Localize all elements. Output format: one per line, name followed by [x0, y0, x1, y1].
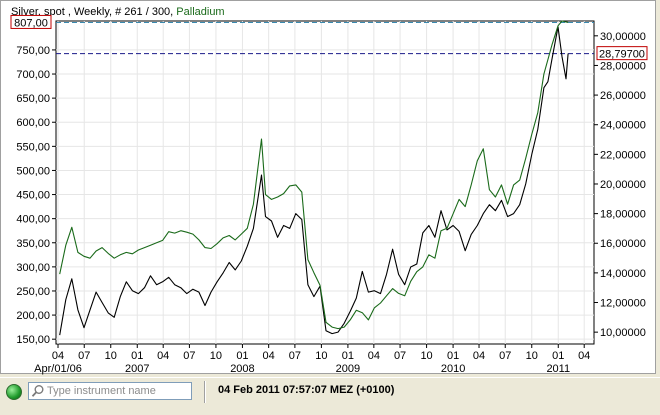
x-axis-year-label: 2009 — [336, 363, 360, 375]
palladium-series-line[interactable] — [59, 20, 569, 330]
x-axis-month-label: 10 — [315, 350, 327, 362]
price-chart[interactable]: Silver, spot , Weekly, # 261 / 300, Pall… — [1, 1, 657, 375]
x-axis-month-label: 10 — [210, 350, 222, 362]
instrument-search-input[interactable] — [47, 384, 187, 398]
status-divider — [204, 381, 206, 403]
x-axis-month-label: 04 — [157, 350, 169, 362]
left-axis-tick-label: 300,00 — [16, 262, 50, 274]
left-last-value-label: 807,00 — [14, 17, 48, 29]
x-axis-month-label: 07 — [499, 350, 511, 362]
x-axis-month-label: 10 — [105, 350, 117, 362]
chart-caption: Silver, spot , Weekly, # 261 / 300, Pall… — [11, 6, 225, 18]
status-bar: 04 Feb 2011 07:57:07 MEZ (+0100) — [0, 377, 660, 408]
x-axis-month-label: 01 — [552, 350, 564, 362]
left-axis-tick-label: 500,00 — [16, 165, 50, 177]
right-axis-tick-label: 26,00000 — [600, 90, 646, 102]
right-axis-tick-label: 30,00000 — [600, 31, 646, 43]
x-axis-month-label: 07 — [78, 350, 90, 362]
instrument-search-box[interactable] — [28, 382, 192, 400]
right-last-value-box — [596, 46, 648, 61]
x-axis-month-label: 01 — [236, 350, 248, 362]
left-axis-tick-label: 700,00 — [16, 69, 50, 81]
right-axis-tick-label: 22,00000 — [600, 149, 646, 161]
x-axis-month-label: 10 — [420, 350, 432, 362]
x-axis-month-label: 04 — [263, 350, 275, 362]
x-axis-month-label: 01 — [447, 350, 459, 362]
x-axis-month-label: 04 — [473, 350, 485, 362]
search-icon[interactable] — [31, 384, 45, 398]
left-axis-tick-label: 350,00 — [16, 238, 50, 250]
chart-caption-prefix: Silver, spot , Weekly, # 261 / 300, — [11, 6, 176, 18]
right-axis-tick-label: 10,00000 — [600, 327, 646, 339]
right-axis-tick-label: 24,00000 — [600, 120, 646, 132]
right-axis-tick-label: 16,00000 — [600, 238, 646, 250]
left-axis-tick-label: 150,00 — [16, 334, 50, 346]
connection-status-icon — [6, 384, 22, 400]
right-last-value-label: 28,79700 — [599, 49, 645, 61]
right-axis-tick-label: 14,00000 — [600, 268, 646, 280]
left-axis-tick-label: 600,00 — [16, 117, 50, 129]
left-axis-tick-label: 750,00 — [16, 45, 50, 57]
status-datetime: 04 Feb 2011 07:57:07 MEZ (+0100) — [218, 384, 395, 396]
x-axis-month-label: 07 — [394, 350, 406, 362]
x-axis-month-label: 04 — [52, 350, 64, 362]
left-axis-tick-label: 200,00 — [16, 310, 50, 322]
right-axis-tick-label: 18,00000 — [600, 209, 646, 221]
x-axis-year-label: 2008 — [230, 363, 254, 375]
x-axis-year-label: Apr/01/06 — [34, 363, 82, 375]
x-axis-month-label: 01 — [131, 350, 143, 362]
x-axis-month-label: 07 — [183, 350, 195, 362]
right-axis-tick-label: 20,00000 — [600, 179, 646, 191]
chart-panel[interactable]: Silver, spot , Weekly, # 261 / 300, Pall… — [0, 0, 657, 375]
x-axis-month-label: 07 — [289, 350, 301, 362]
x-axis-year-label: 2007 — [125, 363, 149, 375]
x-axis-month-label: 04 — [368, 350, 380, 362]
x-axis-year-label: 2010 — [441, 363, 465, 375]
left-axis-tick-label: 450,00 — [16, 190, 50, 202]
x-axis-month-label: 04 — [578, 350, 590, 362]
plot-area[interactable] — [55, 20, 595, 345]
right-axis-tick-label: 12,00000 — [600, 298, 646, 310]
left-last-value-box — [10, 14, 52, 29]
chart-caption-series: Palladium — [176, 6, 224, 18]
x-axis-year-label: 2011 — [546, 363, 570, 375]
left-axis-tick-label: 400,00 — [16, 214, 50, 226]
x-axis-month-label: 01 — [342, 350, 354, 362]
right-axis-tick-label: 28,00000 — [600, 60, 646, 72]
left-axis-tick-label: 650,00 — [16, 93, 50, 105]
left-axis-tick-label: 550,00 — [16, 141, 50, 153]
x-axis-month-label: 10 — [526, 350, 538, 362]
left-axis-tick-label: 250,00 — [16, 286, 50, 298]
